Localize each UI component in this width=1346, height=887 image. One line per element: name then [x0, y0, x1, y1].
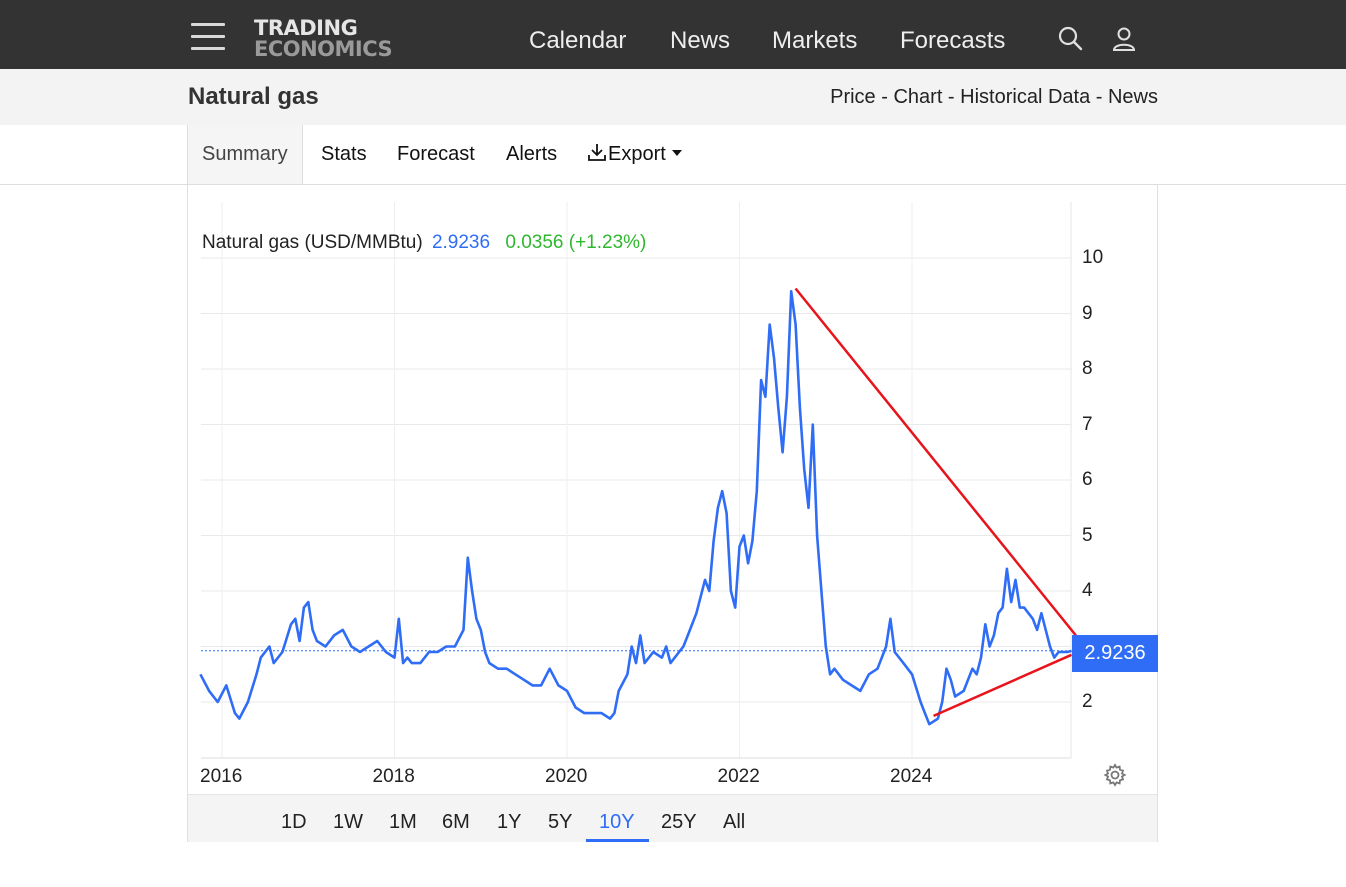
range-25y[interactable]: 25Y	[661, 811, 697, 833]
y-tick-label: 10	[1082, 247, 1104, 268]
chart-grid	[201, 202, 1071, 758]
link-separator: -	[1090, 86, 1108, 108]
legend-price: 2.9236	[431, 232, 491, 253]
link-news[interactable]: News	[1107, 86, 1158, 108]
selected-range-underline	[586, 839, 649, 842]
nav-forecasts[interactable]: Forecasts	[900, 27, 1006, 54]
range-6m[interactable]: 6M	[442, 811, 470, 833]
tab-forecast[interactable]: Forecast	[397, 143, 475, 165]
range-1y[interactable]: 1Y	[497, 811, 522, 833]
export-label: Export	[608, 143, 666, 165]
natural-gas-price-line	[199, 290, 1072, 726]
time-range-selector: 1D 1W 1M 6M 1Y 5Y 10Y 25Y All	[188, 794, 1157, 842]
link-separator: -	[942, 86, 961, 108]
hamburger-menu-icon[interactable]	[191, 23, 225, 51]
x-tick-label: 2020	[545, 766, 588, 787]
y-tick-label: 4	[1082, 580, 1093, 601]
range-all[interactable]: All	[723, 811, 746, 833]
chart-settings-gear-icon[interactable]	[1103, 763, 1127, 787]
x-tick-label: 2022	[717, 766, 760, 787]
link-separator: -	[875, 86, 894, 108]
trendline	[794, 287, 1077, 637]
legend-change: 0.0356 (+1.23%)	[505, 232, 647, 253]
y-tick-label: 7	[1082, 413, 1093, 435]
legend-series-name: Natural gas (USD/MMBtu)	[202, 232, 423, 253]
download-icon	[588, 144, 606, 161]
range-10y[interactable]: 10Y	[599, 811, 635, 833]
link-chart[interactable]: Chart	[893, 86, 943, 108]
link-price[interactable]: Price	[830, 86, 876, 108]
range-1m[interactable]: 1M	[389, 811, 417, 833]
logo-line-1: TRADING	[254, 16, 358, 40]
nav-markets[interactable]: Markets	[772, 27, 858, 54]
x-tick-label: 2024	[890, 766, 933, 787]
section-tabs: Summary Stats Forecast Alerts Export	[0, 125, 1346, 185]
y-tick-label: 9	[1082, 302, 1093, 324]
tab-summary[interactable]: Summary	[187, 125, 303, 184]
nav-news[interactable]: News	[670, 27, 731, 54]
x-tick-label: 2016	[200, 766, 243, 787]
y-tick-label: 2	[1082, 691, 1093, 712]
trendlines	[794, 287, 1077, 718]
page-title: Natural gas	[188, 83, 319, 110]
last-price-badge: 2.9236	[1072, 635, 1158, 672]
top-navbar: TRADING ECONOMICS Calendar News Markets …	[0, 0, 1346, 69]
user-account-icon[interactable]	[1110, 25, 1138, 53]
chart-card	[187, 184, 1158, 842]
tab-alerts[interactable]: Alerts	[506, 143, 558, 165]
search-icon[interactable]	[1056, 25, 1084, 53]
x-tick-label: 2018	[372, 766, 415, 787]
link-historical-data[interactable]: Historical Data	[960, 86, 1091, 108]
page-subheader: Natural gas Price - Chart - Historical D…	[0, 69, 1346, 125]
nav-calendar[interactable]: Calendar	[529, 27, 627, 54]
range-5y[interactable]: 5Y	[548, 811, 573, 833]
y-tick-label: 6	[1082, 469, 1093, 490]
subheader-links: Price - Chart - Historical Data - News	[830, 86, 1158, 109]
tab-export[interactable]: Export	[586, 125, 683, 184]
range-1w[interactable]: 1W	[333, 811, 363, 833]
chart-legend: Natural gas (USD/MMBtu) 2.9236 0.0356 (+…	[202, 232, 646, 254]
logo-line-2: ECONOMICS	[254, 37, 393, 61]
tab-stats[interactable]: Stats	[321, 143, 367, 165]
y-tick-label: 8	[1082, 358, 1093, 379]
site-logo[interactable]: TRADING ECONOMICS	[254, 16, 393, 61]
range-1d[interactable]: 1D	[281, 811, 307, 833]
caret-down-icon	[672, 150, 683, 156]
y-tick-label: 5	[1082, 524, 1093, 546]
trendline	[933, 653, 1073, 718]
